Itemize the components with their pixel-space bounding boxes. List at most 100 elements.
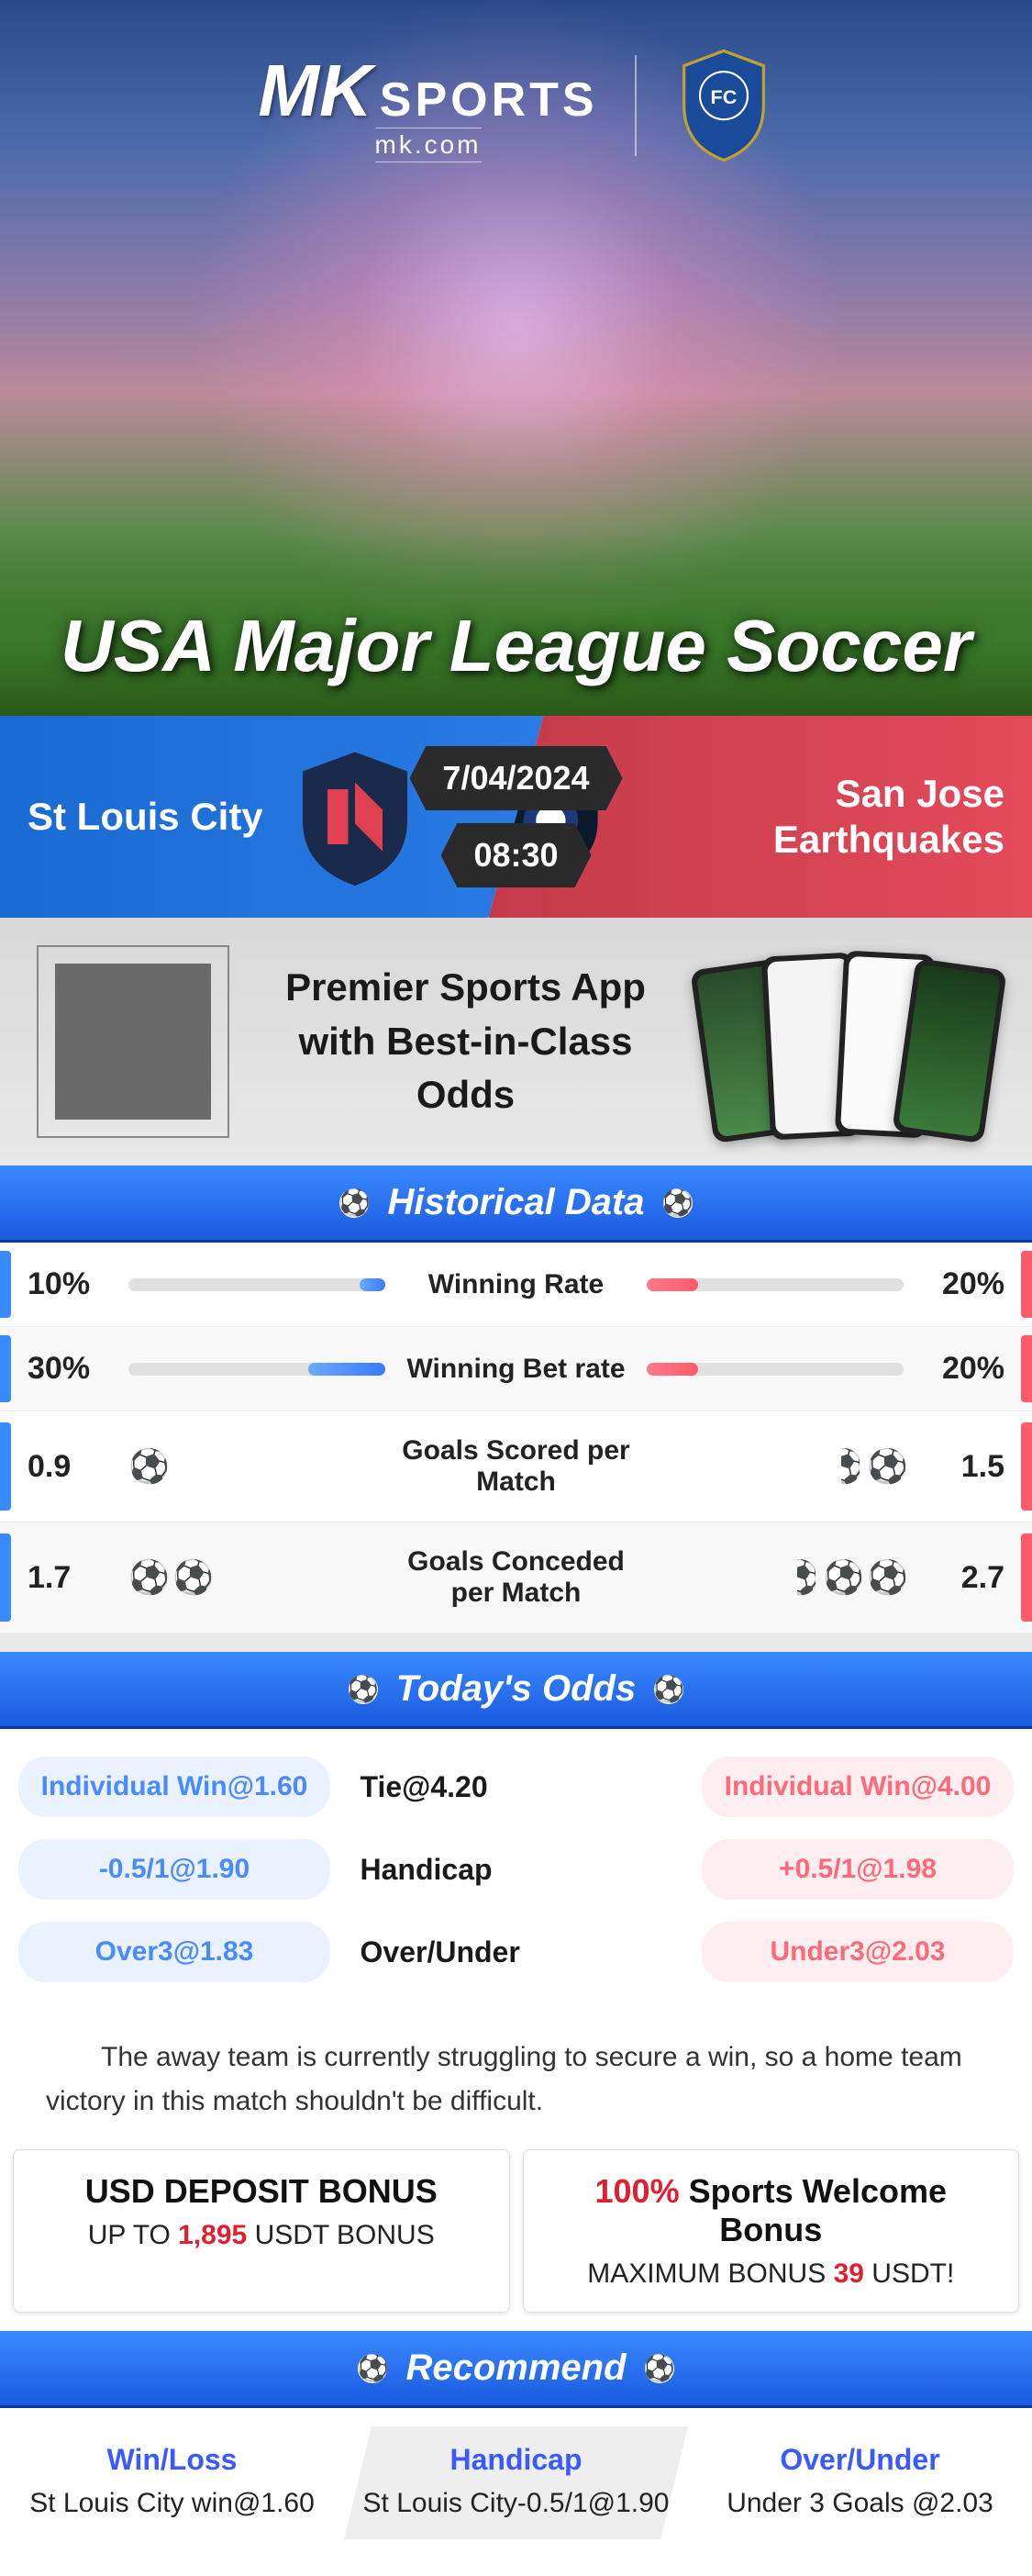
ball-group-right: ⚽⚽ (647, 1448, 904, 1485)
brand-sub: mk.com (375, 128, 482, 162)
stat-value-right: 20% (904, 1266, 1004, 1302)
match-bar: St Louis City QUAKES San Jose Earthquake… (0, 716, 1032, 918)
edge-left (0, 1533, 11, 1622)
recommend-cell[interactable]: Win/Loss St Louis City win@1.60 (0, 2426, 344, 2539)
odds-row: -0.5/1@1.90 Handicap +0.5/1@1.98 (18, 1839, 1014, 1900)
odds-label-mid: Tie@4.20 (361, 1770, 672, 1804)
divider (635, 55, 637, 156)
qr-code-frame[interactable] (37, 945, 229, 1138)
recommend-body: St Louis City-0.5/1@1.90 (353, 2484, 679, 2523)
bonus-sub: UP TO 1,895 USDT BONUS (30, 2220, 493, 2251)
analysis-quote: The away team is currently struggling to… (0, 2010, 1032, 2149)
stat-value-left: 0.9 (28, 1449, 128, 1485)
ball-group-left: ⚽ (128, 1448, 385, 1485)
stat-value-left: 10% (28, 1266, 128, 1302)
bar-track-right (647, 1278, 904, 1291)
stat-label: Goals Scored per Match (385, 1435, 647, 1498)
ball-group-left: ⚽⚽ (128, 1559, 385, 1596)
section-header-odds: Today's Odds (0, 1652, 1032, 1729)
ball-icon (349, 1675, 378, 1704)
edge-right (1021, 1422, 1032, 1511)
club-badge-icon: FC (673, 46, 774, 165)
recommend-grid: Win/Loss St Louis City win@1.60 Handicap… (0, 2408, 1032, 2576)
brand-sports: SPORTS (380, 72, 598, 128)
odds-label-mid: Handicap (361, 1853, 672, 1887)
ball-icon: ⚽ (867, 1559, 904, 1596)
recommend-cell[interactable]: Over/Under Under 3 Goals @2.03 (688, 2426, 1032, 2539)
stat-label: Winning Rate (385, 1269, 647, 1300)
edge-right (1021, 1533, 1032, 1622)
promo-bar: Premier Sports App with Best-in-Class Od… (0, 918, 1032, 1165)
recommend-title: Over/Under (697, 2443, 1023, 2477)
section-title: Recommend (405, 2347, 626, 2389)
edge-left (0, 1422, 11, 1511)
ball-icon (645, 2354, 674, 2383)
stat-label: Winning Bet rate (385, 1354, 647, 1385)
odds-pill-left[interactable]: -0.5/1@1.90 (18, 1839, 330, 1900)
stat-row: 10% Winning Rate 20% (0, 1243, 1032, 1327)
odds-pill-left[interactable]: Individual Win@1.60 (18, 1756, 330, 1817)
promo-line2: with Best-in-Class Odds (257, 1015, 674, 1123)
recommend-title: Handicap (353, 2443, 679, 2477)
stat-value-left: 1.7 (28, 1560, 128, 1596)
match-date: 7/04/2024 (409, 746, 622, 810)
stat-value-right: 20% (904, 1351, 1004, 1387)
section-title: Today's Odds (396, 1668, 636, 1710)
promo-text: Premier Sports App with Best-in-Class Od… (257, 961, 674, 1122)
phones-preview (702, 945, 995, 1138)
brand-mk: MK (258, 49, 372, 133)
stat-row: 1.7 ⚽⚽ Goals Conceded per Match ⚽⚽⚽ 2.7 (0, 1522, 1032, 1634)
ball-icon: ⚽ (172, 1559, 209, 1596)
bonus-row: USD DEPOSIT BONUS UP TO 1,895 USDT BONUS… (0, 2149, 1032, 2331)
stat-value-right: 1.5 (904, 1449, 1004, 1485)
ball-icon: ⚽ (128, 1448, 165, 1485)
edge-left (0, 1335, 11, 1402)
half-ball-icon: ⚽ (823, 1448, 860, 1485)
svg-text:FC: FC (710, 85, 737, 108)
odds-pill-left[interactable]: Over3@1.83 (18, 1922, 330, 1982)
stat-value-left: 30% (28, 1351, 128, 1387)
bar-track-left (128, 1363, 385, 1376)
ball-icon (663, 1188, 693, 1218)
hero-title: USA Major League Soccer (61, 604, 971, 688)
recommend-body: St Louis City win@1.60 (9, 2484, 335, 2523)
odds-pill-right[interactable]: +0.5/1@1.98 (702, 1839, 1014, 1900)
spacer (0, 1634, 1032, 1652)
match-time: 08:30 (440, 823, 591, 887)
stat-row: 0.9 ⚽ Goals Scored per Match ⚽⚽ 1.5 (0, 1411, 1032, 1522)
stat-label: Goals Conceded per Match (385, 1546, 647, 1609)
hero-banner: MK SPORTS mk.com FC USA Major League Soc… (0, 0, 1032, 716)
qr-code-icon (55, 964, 211, 1120)
match-datetime: 7/04/2024 08:30 (409, 746, 622, 887)
odds-row: Over3@1.83 Over/Under Under3@2.03 (18, 1922, 1014, 1982)
section-title: Historical Data (387, 1182, 644, 1223)
ball-icon: ⚽ (823, 1559, 860, 1596)
ball-icon (339, 1188, 369, 1218)
bonus-card[interactable]: 100% Sports Welcome Bonus MAXIMUM BONUS … (523, 2149, 1020, 2313)
edge-left (0, 1251, 11, 1318)
ball-icon: ⚽ (867, 1448, 904, 1485)
recommend-body: Under 3 Goals @2.03 (697, 2484, 1023, 2523)
brand-logo: MK SPORTS mk.com (258, 49, 597, 162)
edge-right (1021, 1335, 1032, 1402)
ball-icon (654, 1675, 683, 1704)
team-home-crest-icon (286, 739, 424, 895)
odds-label-mid: Over/Under (361, 1935, 672, 1969)
half-ball-icon: ⚽ (779, 1559, 816, 1596)
team-away-name: San Jose Earthquakes (635, 771, 1004, 864)
stats-container: 10% Winning Rate 20% 30% Winning Bet rat… (0, 1243, 1032, 1634)
ball-icon (358, 2354, 387, 2383)
bar-track-right (647, 1363, 904, 1376)
bonus-sub: MAXIMUM BONUS 39 USDT! (540, 2258, 1003, 2290)
stat-value-right: 2.7 (904, 1560, 1004, 1596)
recommend-cell[interactable]: Handicap St Louis City-0.5/1@1.90 (344, 2426, 688, 2539)
odds-pill-right[interactable]: Under3@2.03 (702, 1922, 1014, 1982)
bonus-card[interactable]: USD DEPOSIT BONUS UP TO 1,895 USDT BONUS (13, 2149, 510, 2313)
logo-bar: MK SPORTS mk.com FC (0, 0, 1032, 165)
bonus-title: USD DEPOSIT BONUS (30, 2172, 493, 2211)
odds-pill-right[interactable]: Individual Win@4.00 (702, 1756, 1014, 1817)
ball-icon: ⚽ (128, 1559, 165, 1596)
recommend-title: Win/Loss (9, 2443, 335, 2477)
bar-track-left (128, 1278, 385, 1291)
odds-row: Individual Win@1.60 Tie@4.20 Individual … (18, 1756, 1014, 1817)
